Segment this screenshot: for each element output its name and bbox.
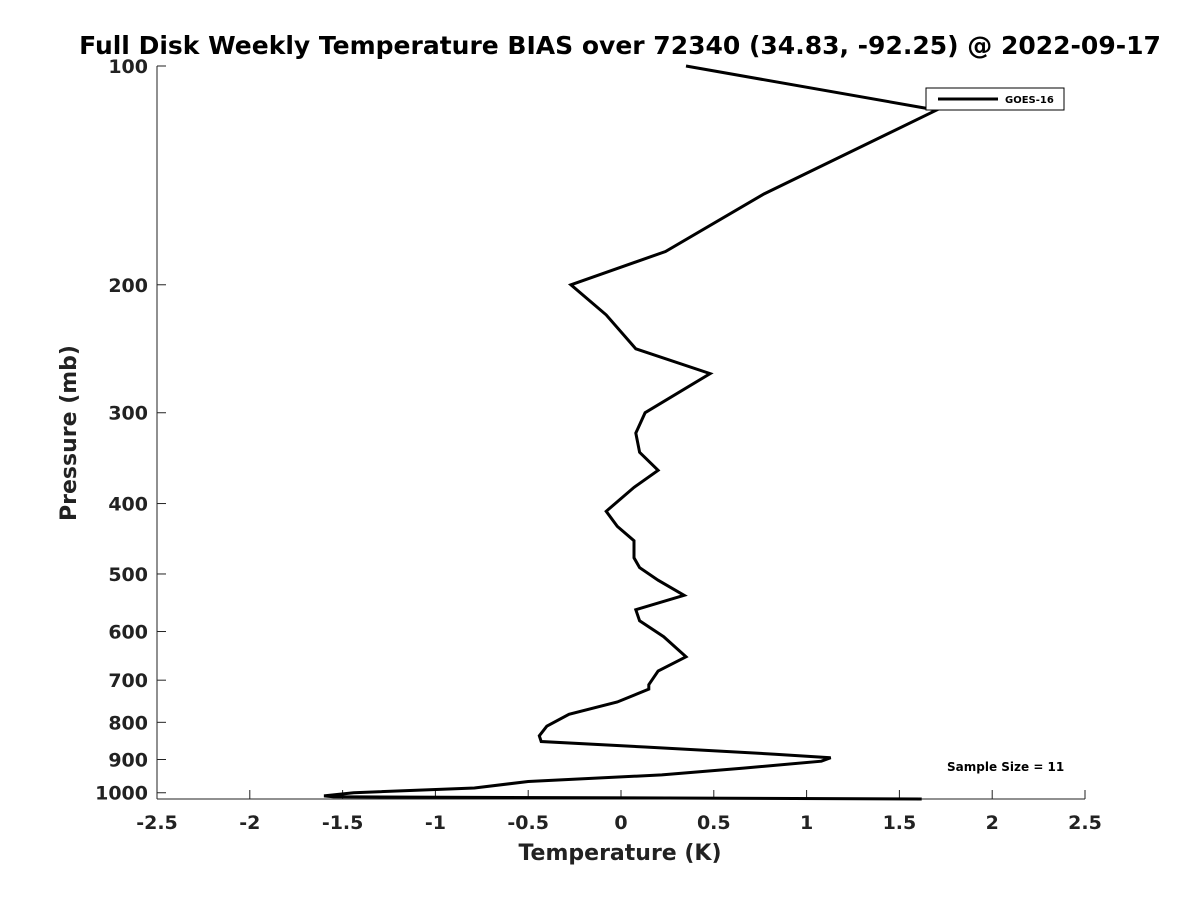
- series-layer: [323, 64, 942, 801]
- y-tick-label: 400: [108, 494, 148, 516]
- x-tick-label: 2: [986, 812, 999, 834]
- x-tick-label: -1: [425, 812, 446, 834]
- y-axis: 100 200 300 400 500 600 700 800 900 1000: [95, 56, 166, 805]
- x-axis: -2.5 -2 -1.5 -1 -0.5 0 0.5 1 1.5 2 2.5: [136, 790, 1102, 834]
- x-tick-label: 1.5: [883, 812, 917, 834]
- x-tick-label: -2.5: [136, 812, 178, 834]
- y-axis-label: Pressure (mb): [57, 345, 82, 521]
- x-tick-label: 0: [614, 812, 627, 834]
- y-tick-label: 800: [108, 712, 148, 734]
- series-line-goes-16: [323, 64, 942, 801]
- chart-title: Full Disk Weekly Temperature BIAS over 7…: [79, 31, 1161, 60]
- y-tick-label: 100: [108, 56, 148, 78]
- x-tick-label: -2: [239, 812, 260, 834]
- x-axis-label: Temperature (K): [518, 841, 721, 866]
- x-tick-label: 0.5: [697, 812, 731, 834]
- legend-label-goes-16: GOES-16: [1005, 95, 1054, 106]
- plot-area: [156, 66, 1085, 800]
- x-tick-label: -1.5: [322, 812, 364, 834]
- y-tick-label: 600: [108, 622, 148, 644]
- y-tick-label: 700: [108, 670, 148, 692]
- x-tick-label: -0.5: [507, 812, 549, 834]
- sample-size-annotation: Sample Size = 11: [947, 760, 1064, 774]
- y-tick-label: 300: [108, 403, 148, 425]
- x-tick-label: 1: [800, 812, 813, 834]
- legend: GOES-16: [925, 87, 1065, 111]
- y-tick-label: 900: [108, 749, 148, 771]
- x-tick-label: 2.5: [1068, 812, 1102, 834]
- y-tick-label: 1000: [95, 783, 148, 805]
- y-tick-label: 500: [108, 564, 148, 586]
- y-tick-label: 200: [108, 275, 148, 297]
